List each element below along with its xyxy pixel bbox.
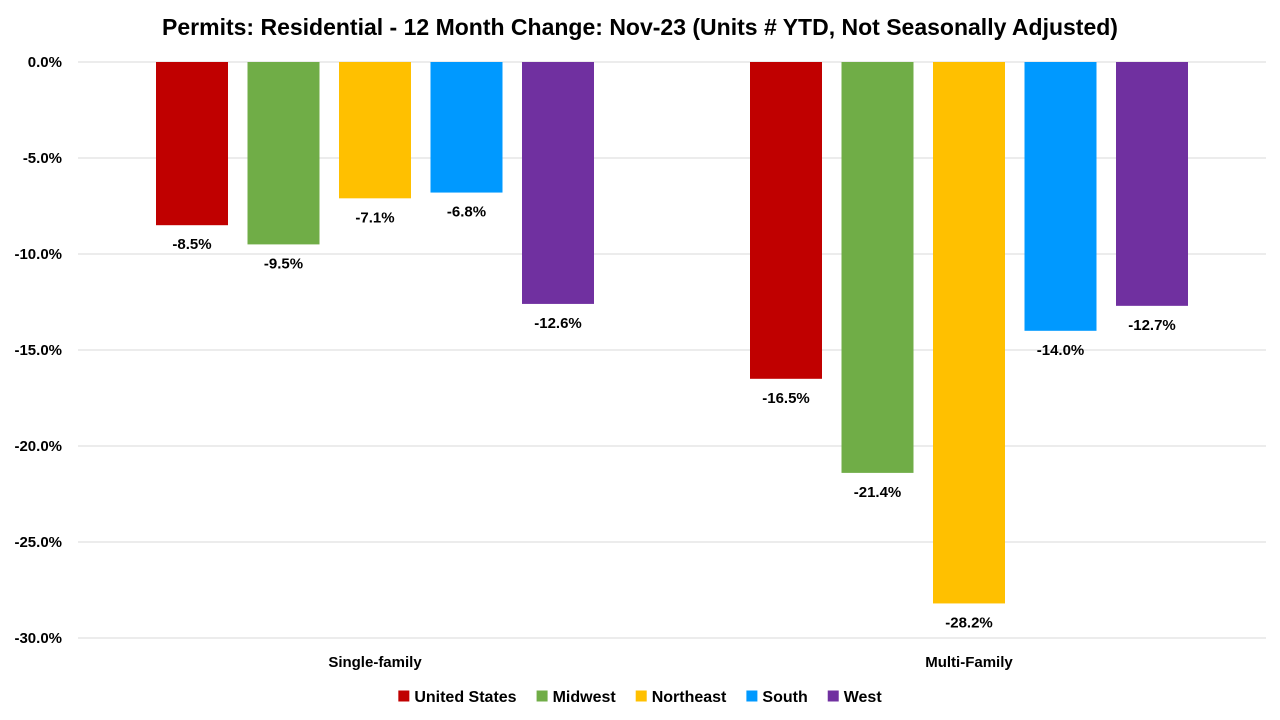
y-tick-label: -10.0%: [14, 246, 62, 263]
bar: [933, 62, 1005, 604]
data-label: -16.5%: [762, 390, 810, 407]
x-axis-categories: Single-family Multi-Family: [328, 654, 1013, 671]
data-label: -28.2%: [945, 614, 993, 631]
y-axis-ticks: 0.0% -5.0% -10.0% -15.0% -20.0% -25.0% -30.0%: [14, 54, 62, 647]
data-label: -14.0%: [1037, 342, 1085, 359]
bar: [247, 62, 320, 245]
legend-swatch: [746, 690, 758, 702]
data-label: -12.6%: [534, 315, 582, 332]
y-tick-label: -30.0%: [14, 630, 62, 647]
y-tick-label: -5.0%: [23, 150, 62, 167]
legend-swatch: [635, 690, 647, 702]
legend-item: Northeast: [635, 689, 727, 706]
x-category-label: Multi-Family: [925, 654, 1013, 671]
legend-label: South: [762, 689, 807, 706]
legend-item: West: [827, 689, 883, 706]
data-label: -21.4%: [854, 484, 902, 501]
data-label: -12.7%: [1128, 317, 1176, 334]
y-tick-label: -25.0%: [14, 534, 62, 551]
data-label: -8.5%: [172, 236, 211, 253]
bar: [430, 62, 503, 193]
bar: [841, 62, 914, 473]
legend-label: Midwest: [553, 689, 617, 706]
bar: [1116, 62, 1188, 306]
legend: United States Midwest Northeast South West: [398, 689, 882, 706]
legend-swatch: [398, 690, 410, 702]
legend-item: Midwest: [536, 689, 617, 706]
legend-swatch: [827, 690, 839, 702]
y-tick-label: -20.0%: [14, 438, 62, 455]
legend-swatch: [536, 690, 548, 702]
data-label: -6.8%: [447, 204, 486, 221]
bar: [156, 62, 228, 226]
data-labels: -8.5% -9.5% -7.1% -6.8% -12.6% -16.5% -21.4% -2…: [172, 204, 1175, 632]
legend-label: United States: [414, 689, 516, 706]
chart-title: Permits: Residential - 12 Month Change: …: [162, 14, 1118, 40]
bar: [1024, 62, 1097, 331]
bar: [750, 62, 822, 379]
data-label: -9.5%: [264, 255, 303, 272]
x-category-label: Single-family: [328, 654, 422, 671]
legend-label: West: [844, 689, 883, 706]
legend-item: United States: [398, 689, 517, 706]
bars: [156, 62, 1188, 604]
legend-label: Northeast: [652, 689, 727, 706]
data-label: -7.1%: [355, 209, 394, 226]
bar: [522, 62, 594, 304]
legend-item: South: [746, 689, 808, 706]
bar: [339, 62, 411, 199]
y-tick-label: -15.0%: [14, 342, 62, 359]
y-tick-label: 0.0%: [28, 54, 62, 71]
